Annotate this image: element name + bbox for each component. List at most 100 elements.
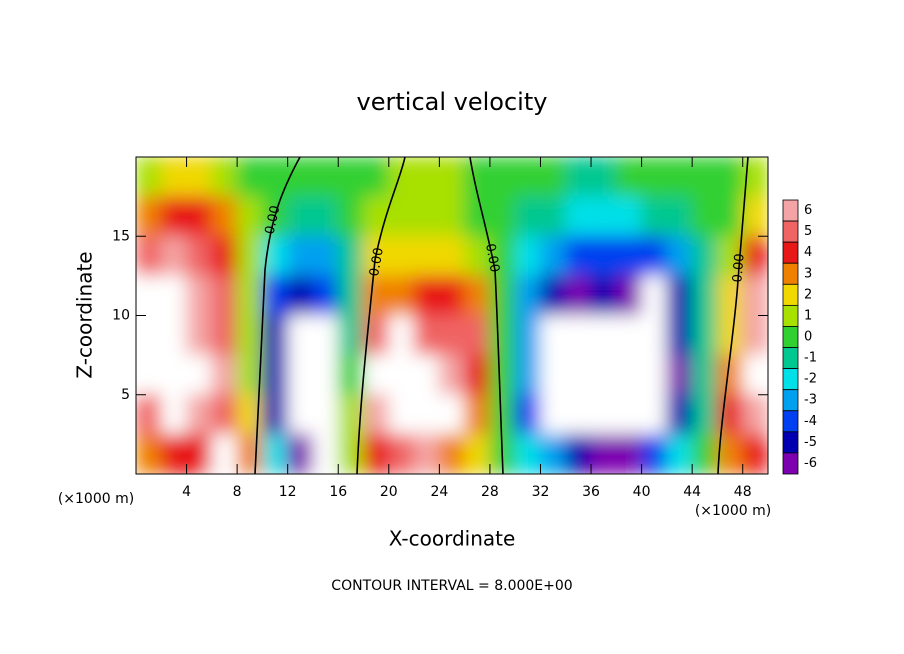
- field-cell: [641, 235, 668, 277]
- field-cell: [615, 354, 643, 396]
- colorbar-label: 1: [804, 308, 812, 323]
- x-tick-label: 4: [182, 484, 191, 500]
- y-axis-label: Z-coordinate: [73, 251, 97, 378]
- field-cell: [186, 433, 213, 474]
- x-unit-label: (×1000 m): [695, 503, 771, 519]
- field-cell: [514, 394, 541, 435]
- field-cell: [716, 275, 744, 316]
- field-cell: [413, 157, 440, 198]
- field-cell: [363, 394, 390, 435]
- field-cell: [565, 275, 592, 316]
- field-cell: [514, 235, 541, 277]
- field-cell: [413, 315, 440, 356]
- field-cell: [211, 157, 238, 198]
- field-cell: [539, 354, 567, 396]
- field-cell: [287, 235, 314, 277]
- field-cell: [186, 157, 213, 198]
- field-cell: [691, 235, 718, 277]
- field-cell: [666, 157, 693, 198]
- field-cell: [287, 196, 314, 237]
- field-cell: [514, 157, 541, 198]
- field-cell: [160, 235, 188, 277]
- field-cell: [211, 394, 238, 435]
- x-tick-label: 36: [582, 484, 600, 500]
- colorbar-box: [782, 431, 799, 454]
- field-cell: [211, 235, 238, 277]
- contour-label: 0.00: [730, 253, 747, 283]
- y-tick-label: 10: [112, 308, 130, 324]
- field-cell: [413, 354, 440, 396]
- field-cell: [337, 315, 365, 356]
- field-cell: [565, 235, 592, 277]
- field-cell: [565, 315, 592, 356]
- contour-line: [254, 157, 301, 474]
- field-cell: [691, 275, 718, 316]
- field-cell: [539, 394, 567, 435]
- field-cell: [413, 275, 440, 316]
- field-cell: [590, 433, 617, 474]
- field-cell: [716, 315, 744, 356]
- chart-title: vertical velocity: [357, 88, 548, 116]
- field-cell: [136, 157, 162, 198]
- field-cell: [136, 235, 162, 277]
- contour-label: 0.00: [263, 204, 284, 235]
- field-cell: [691, 433, 718, 474]
- field-cell: [413, 196, 440, 237]
- field-cell: [539, 235, 567, 277]
- colorbar-label: -5: [804, 435, 817, 450]
- field-cell: [565, 433, 592, 474]
- x-tick-label: 48: [734, 484, 752, 500]
- field-cell: [691, 394, 718, 435]
- field-cell: [337, 275, 365, 316]
- field-cell: [413, 235, 440, 277]
- x-unit-label: (×1000 m): [58, 491, 134, 507]
- field-cell: [160, 315, 188, 356]
- colorbar-box: [782, 283, 799, 306]
- colorbar-box: [782, 220, 799, 243]
- field-cell: [136, 196, 162, 237]
- colorbar-box: [782, 262, 799, 285]
- field-cell: [666, 196, 693, 237]
- colorbar-label: 0: [804, 330, 812, 345]
- field-cell: [615, 315, 643, 356]
- field-cell: [186, 275, 213, 316]
- field-cell: [438, 433, 466, 474]
- zero-contours: [254, 157, 749, 474]
- contour-label: 0.00: [482, 242, 502, 273]
- field-cell: [489, 275, 516, 316]
- colorbar-label: 5: [804, 224, 812, 239]
- field-cell: [236, 157, 263, 198]
- field-cell: [236, 433, 263, 474]
- field-cell: [388, 157, 415, 198]
- field-cell: [337, 157, 365, 198]
- field-cell: [666, 354, 693, 396]
- field-cell: [261, 235, 289, 277]
- x-tick-label: 28: [481, 484, 499, 500]
- field-cell: [514, 354, 541, 396]
- colorbar-label: -1: [804, 351, 817, 366]
- field-cell: [565, 196, 592, 237]
- field-cell: [666, 394, 693, 435]
- field-cell: [363, 275, 390, 316]
- field-cell: [590, 157, 617, 198]
- field-cell: [590, 315, 617, 356]
- field-cell: [160, 394, 188, 435]
- field-cell: [136, 394, 162, 435]
- field-cell: [590, 354, 617, 396]
- colorbar-label: -2: [804, 372, 817, 387]
- field-cell: [287, 394, 314, 435]
- field-cell: [539, 315, 567, 356]
- field-cell: [666, 235, 693, 277]
- field-cell: [464, 394, 491, 435]
- field-cell: [363, 157, 390, 198]
- x-tick-label: 32: [532, 484, 550, 500]
- field-cell: [287, 275, 314, 316]
- field-cell: [489, 394, 516, 435]
- field-cell: [312, 394, 339, 435]
- field-cell: [716, 196, 744, 237]
- field-cell: [641, 354, 668, 396]
- colorbar-label: 6: [804, 203, 812, 218]
- field-cell: [261, 275, 289, 316]
- field-cell: [312, 354, 339, 396]
- field-cell: [211, 275, 238, 316]
